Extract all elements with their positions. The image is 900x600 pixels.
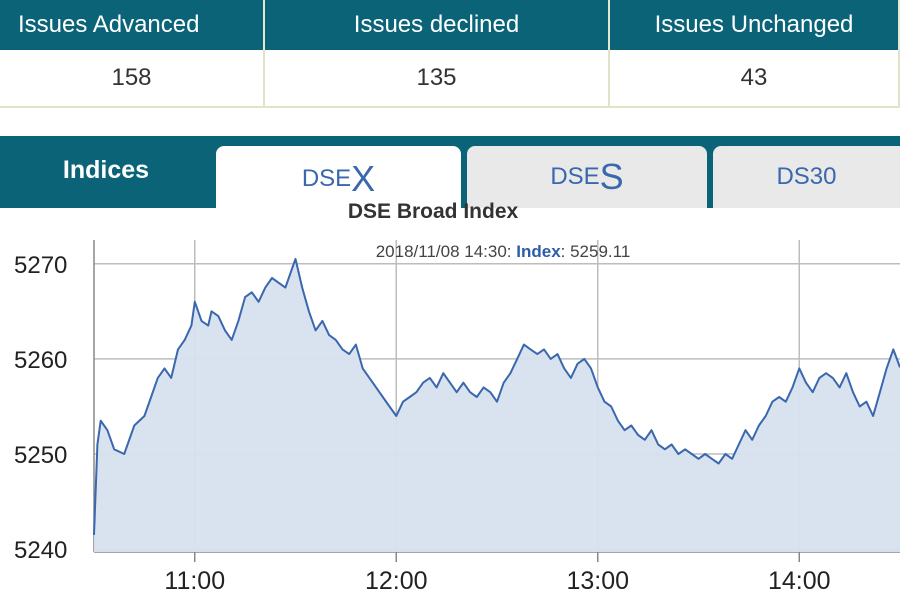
tooltip-value: : 5259.11	[560, 242, 631, 261]
value-issues-unchanged: 43	[610, 50, 900, 106]
index-line	[93, 258, 900, 535]
tab-dsex[interactable]: DSE X	[216, 146, 461, 212]
y-tick-label-0: 5240	[14, 537, 67, 564]
x-tick-label-1: 12:00	[365, 567, 428, 595]
tab-dses-suffix: S	[599, 156, 624, 197]
stats-value-row: 158 135 43	[0, 50, 900, 108]
tooltip-label: Index	[516, 242, 561, 261]
tab-dsex-suffix: X	[351, 158, 376, 199]
tooltip-datetime: 2018/11/08 14:30:	[375, 242, 512, 261]
header-issues-advanced: Issues Advanced	[0, 0, 265, 50]
value-issues-advanced: 158	[0, 50, 265, 106]
x-tick-label-2: 13:00	[566, 567, 629, 595]
y-tick-label-1: 5250	[14, 442, 67, 469]
y-axis-ticks: 5240 5250 5260 5270	[14, 252, 67, 564]
x-axis-ticks: 11:00 12:00 13:00 14:00	[164, 567, 830, 595]
y-tick-label-3: 5270	[14, 252, 67, 279]
header-issues-unchanged: Issues Unchanged	[610, 0, 900, 50]
x-tick-label-3: 14:00	[768, 567, 831, 595]
indices-section-label: Indices	[62, 155, 150, 184]
value-issues-declined: 135	[265, 50, 610, 106]
stats-header-row: Issues Advanced Issues declined Issues U…	[0, 0, 900, 50]
chart-title: DSE Broad Index	[347, 200, 519, 223]
index-area-fill	[94, 259, 900, 552]
chart-tooltip: 2018/11/08 14:30: Index: 5259.11	[0, 242, 900, 262]
y-tick-label-2: 5260	[14, 347, 67, 374]
x-tick-label-0: 11:00	[164, 567, 225, 595]
market-stats-table: Issues Advanced Issues declined Issues U…	[0, 0, 900, 110]
header-issues-declined: Issues declined	[265, 0, 610, 50]
tab-dses[interactable]: DSE S	[467, 146, 707, 208]
tab-dsex-prefix: DSE	[301, 165, 352, 192]
indices-tab-bar: Indices DSE X DSE S DS30	[0, 136, 900, 212]
tab-dses-prefix: DSE	[550, 163, 600, 190]
tab-ds30[interactable]: DS30	[713, 146, 900, 208]
